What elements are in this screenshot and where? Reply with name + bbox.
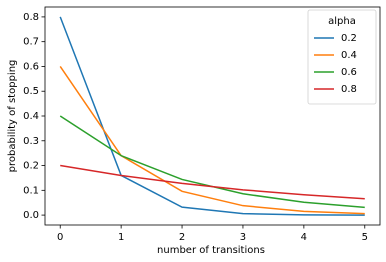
x-tick-label: 1 (118, 232, 124, 243)
x-tick-label: 3 (240, 232, 246, 243)
x-axis-label: number of transitions (157, 245, 265, 256)
y-tick-label: 0.0 (23, 210, 39, 221)
y-tick-label: 0.3 (23, 136, 39, 147)
y-tick-label: 0.6 (23, 61, 39, 72)
y-tick-label: 0.2 (23, 161, 39, 172)
legend-label: 0.6 (341, 67, 357, 78)
y-tick-label: 0.4 (23, 111, 39, 122)
y-tick-label: 0.8 (23, 12, 39, 23)
legend-title: alpha (328, 16, 356, 27)
y-tick-label: 0.1 (23, 185, 39, 196)
legend-label: 0.2 (341, 33, 357, 44)
legend-label: 0.8 (341, 84, 357, 95)
y-tick-label: 0.5 (23, 86, 39, 97)
series-line (59, 66, 365, 215)
series-line (60, 164, 365, 200)
x-tick-label: 0 (57, 232, 63, 243)
legend-label: 0.4 (341, 50, 357, 61)
legend-box (307, 9, 377, 105)
x-tick-label: 2 (179, 232, 185, 243)
x-tick-label: 5 (362, 232, 368, 243)
y-axis-label: probability of stopping (7, 60, 18, 173)
y-tick-label: 0.7 (23, 37, 39, 48)
x-tick-label: 4 (301, 232, 307, 243)
series-line (59, 115, 365, 209)
